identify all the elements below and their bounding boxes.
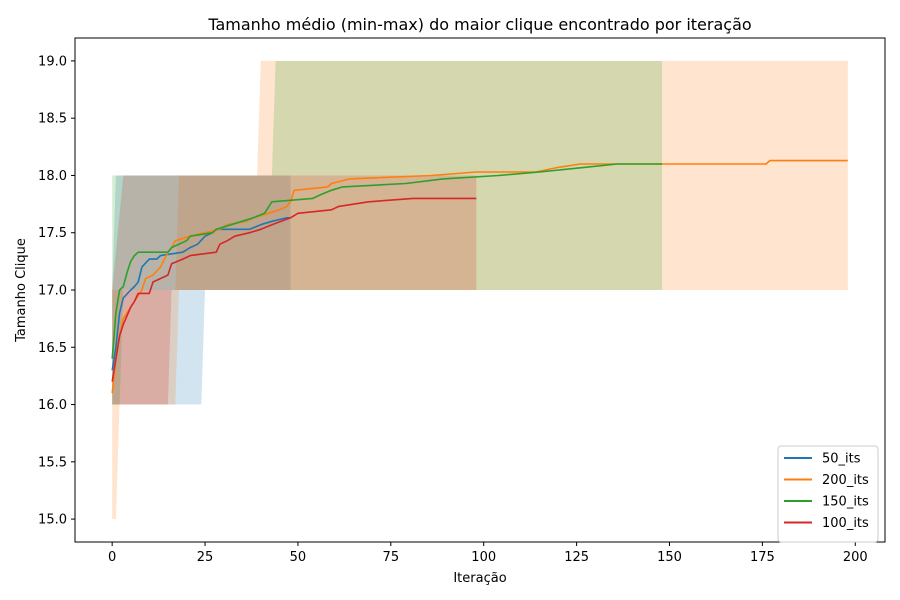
legend-label-150_its: 150_its — [822, 495, 869, 510]
x-tick-label: 100 — [471, 550, 496, 565]
legend: 50_its 200_its 150_its 100_its — [777, 445, 879, 543]
x-tick-label: 75 — [383, 550, 400, 565]
series-line-150_its — [111, 163, 663, 359]
x-ticks: 0 25 50 75 100 125 150 175 200 — [108, 542, 868, 565]
band-150_its — [112, 60, 663, 405]
chart-title: Tamanho médio (min-max) do maior clique … — [207, 15, 751, 34]
x-axis-label: Iteração — [453, 571, 506, 586]
legend-label-100_its: 100_its — [822, 516, 869, 531]
y-tick-label: 17.0 — [38, 284, 67, 299]
y-tick-label: 16.5 — [38, 341, 67, 356]
y-ticks: 15.0 15.5 16.0 16.5 17.0 17.5 18.0 18.5 19.0 — [38, 54, 75, 528]
x-tick-label: 125 — [564, 550, 589, 565]
y-tick-label: 18.0 — [38, 169, 67, 184]
series-line-100_its — [111, 197, 477, 382]
y-tick-label: 18.5 — [38, 112, 67, 127]
legend-box — [777, 445, 879, 543]
x-tick-label: 150 — [657, 550, 682, 565]
x-tick-label: 0 — [108, 550, 116, 565]
x-tick-label: 25 — [197, 550, 214, 565]
x-tick-label: 175 — [750, 550, 775, 565]
y-tick-label: 17.5 — [38, 226, 67, 241]
y-tick-label: 19.0 — [38, 54, 67, 69]
legend-label-200_its: 200_its — [822, 473, 869, 488]
band-200_its — [112, 60, 848, 520]
legend-label-50_its: 50_its — [822, 452, 861, 467]
x-tick-label: 200 — [843, 550, 868, 565]
x-tick-label: 50 — [290, 550, 307, 565]
mean-lines — [111, 159, 848, 394]
y-tick-label: 15.5 — [38, 455, 67, 470]
y-tick-label: 16.0 — [38, 398, 67, 413]
y-axis-label: Tamanho Clique — [14, 238, 29, 343]
series-line-50_its — [111, 217, 291, 371]
y-tick-label: 15.0 — [38, 513, 67, 528]
